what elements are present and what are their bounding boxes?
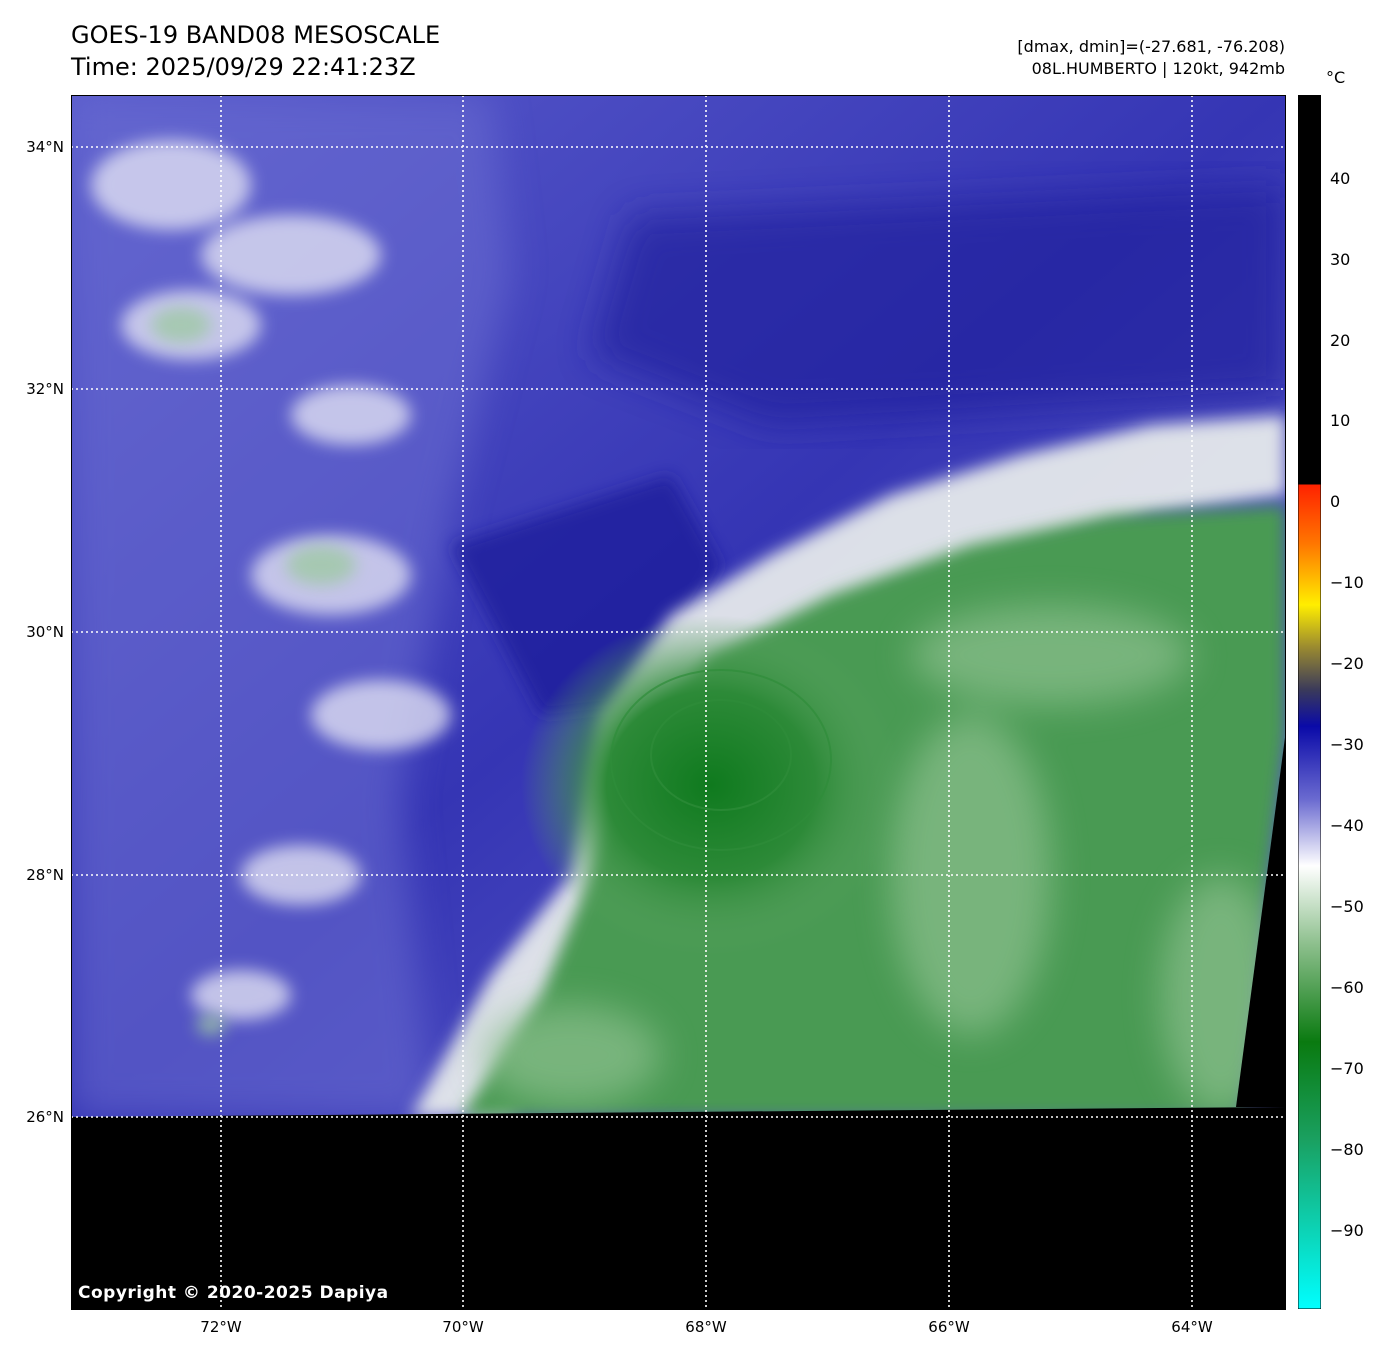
colorbar-tick-minus20: −20 (1330, 654, 1364, 673)
map-time: Time: 2025/09/29 22:41:23Z (71, 53, 416, 81)
copyright-text: Copyright © 2020-2025 Dapiya (78, 1283, 389, 1303)
lat-label-26n: 26°N (26, 1108, 64, 1126)
lon-label-70w: 70°W (442, 1318, 484, 1336)
colorbar-tick-0: 0 (1330, 492, 1341, 511)
lon-label-68w: 68°W (685, 1318, 727, 1336)
map-title: GOES-19 BAND08 MESOSCALE (71, 21, 441, 49)
colorbar-tick-10: 10 (1330, 411, 1351, 430)
storm-info: 08L.HUMBERTO | 120kt, 942mb (1031, 59, 1285, 78)
lat-label-30n: 30°N (26, 623, 64, 641)
lat-label-34n: 34°N (26, 138, 64, 156)
colorbar-tick-30: 30 (1330, 250, 1351, 269)
dmax-dmin-info: [dmax, dmin]=(-27.681, -76.208) (1017, 37, 1285, 56)
colorbar-tick-minus30: −30 (1330, 735, 1364, 754)
colorbar-tick-minus70: −70 (1330, 1059, 1364, 1078)
colorbar-tick-minus80: −80 (1330, 1140, 1364, 1159)
lon-label-72w: 72°W (200, 1318, 242, 1336)
lat-label-28n: 28°N (26, 866, 64, 884)
colorbar-tick-minus60: −60 (1330, 978, 1364, 997)
lon-label-64w: 64°W (1171, 1318, 1213, 1336)
lat-label-32n: 32°N (26, 380, 64, 398)
satellite-map (71, 95, 1286, 1310)
colorbar-tick-minus10: −10 (1330, 573, 1364, 592)
colorbar (1298, 95, 1321, 1309)
colorbar-tick-minus40: −40 (1330, 816, 1364, 835)
colorbar-tick-minus50: −50 (1330, 897, 1364, 916)
colorbar-tick-20: 20 (1330, 331, 1351, 350)
colorbar-tick-40: 40 (1330, 169, 1351, 188)
colorbar-unit: °C (1326, 68, 1346, 87)
colorbar-tick-minus90: −90 (1330, 1221, 1364, 1240)
lon-label-66w: 66°W (928, 1318, 970, 1336)
